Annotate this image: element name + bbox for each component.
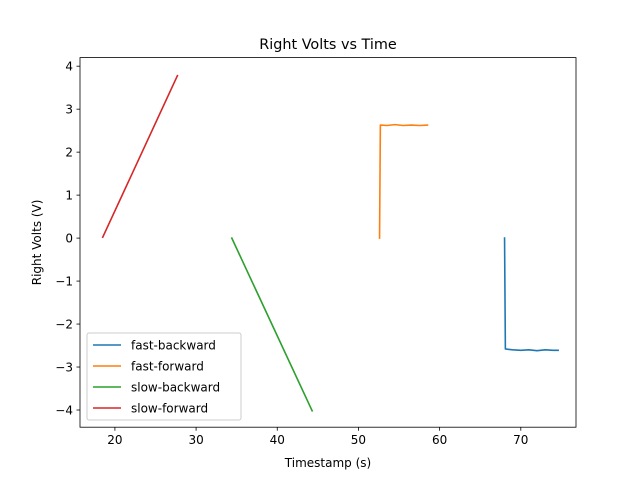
y-tick-label: −2 (55, 317, 73, 331)
y-tick-label: −4 (55, 403, 73, 417)
y-tick-label: 3 (65, 102, 73, 116)
chart-title: Right Volts vs Time (259, 37, 397, 53)
legend-label-slow-backward: slow-backward (131, 380, 220, 394)
y-tick-label: 0 (65, 231, 73, 245)
legend: fast-backward fast-forward slow-backward sl… (86, 332, 242, 421)
x-tick-label: 60 (432, 433, 447, 447)
x-tick-label: 40 (270, 433, 285, 447)
y-axis-ticks: −4 −3 −2 −1 0 1 2 3 4 (55, 59, 80, 417)
y-tick-label: 4 (65, 59, 73, 73)
series-line-fast-forward (378, 123, 429, 239)
y-tick-label: 1 (65, 188, 73, 202)
y-tick-label: −1 (55, 274, 73, 288)
series-line-slow-forward (101, 74, 179, 239)
x-tick-label: 50 (351, 433, 366, 447)
legend-label-fast-forward: fast-forward (131, 359, 204, 373)
y-tick-label: −3 (55, 360, 73, 374)
series-line-slow-backward (230, 237, 314, 412)
axes-frame (79, 57, 577, 428)
plot-area (79, 57, 577, 428)
legend-label-slow-forward: slow-forward (131, 401, 208, 415)
x-tick-label: 30 (188, 433, 203, 447)
legend-box (86, 332, 242, 421)
series-line-fast-backward (503, 237, 559, 352)
x-axis-label: Timestamp (s) (284, 456, 371, 470)
y-axis-label: Right Volts (V) (30, 200, 44, 286)
x-tick-label: 20 (107, 433, 122, 447)
x-axis-ticks: 20 30 40 50 60 70 (107, 427, 528, 447)
y-tick-label: 2 (65, 145, 73, 159)
legend-label-fast-backward: fast-backward (131, 338, 216, 352)
x-tick-label: 70 (513, 433, 528, 447)
series-layer (101, 74, 559, 412)
